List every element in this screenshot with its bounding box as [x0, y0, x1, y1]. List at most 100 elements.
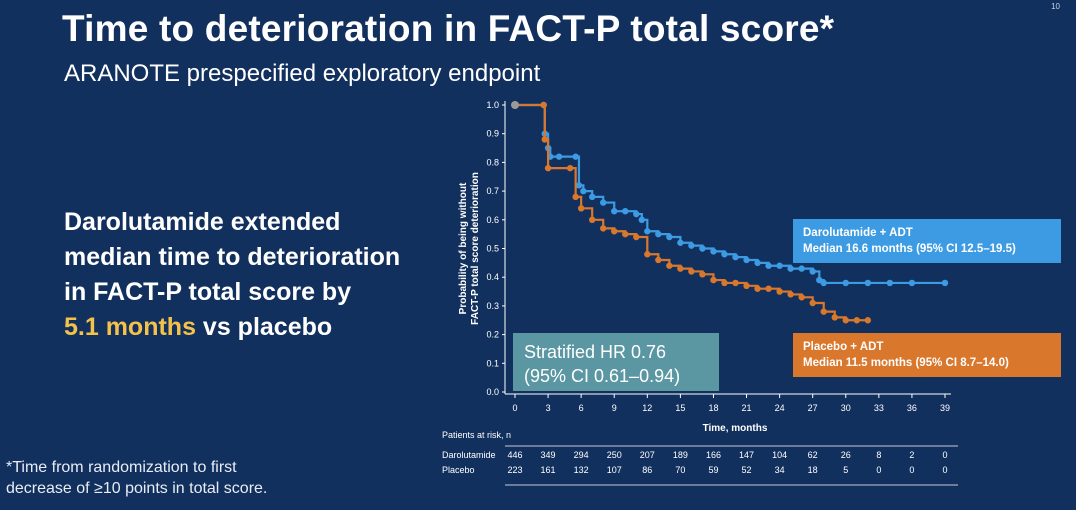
censor-mark-darolutamide	[842, 279, 849, 287]
legend-label-placebo: Placebo + ADT	[803, 341, 883, 353]
censor-mark-placebo	[853, 317, 860, 324]
censor-mark-placebo	[688, 268, 695, 275]
censor-mark-darolutamide	[699, 245, 706, 252]
takeaway-text: Darolutamide extended median time to det…	[64, 205, 400, 345]
footnote-line-1: *Time from randomization to first	[6, 459, 237, 476]
censor-mark-darolutamide	[754, 259, 761, 267]
y-tick-label: 0.9	[486, 129, 499, 139]
y-axis-label-line-2: FACT-P total score deterioration	[470, 172, 481, 325]
x-tick-label: 9	[612, 403, 617, 413]
x-tick-label: 21	[742, 403, 752, 413]
risk-table-cell: 104	[772, 450, 787, 460]
censor-mark-placebo	[677, 265, 684, 272]
takeaway-highlight: 5.1 months	[64, 313, 196, 341]
risk-table-cell: 207	[640, 450, 655, 460]
risk-table-cell: 2	[909, 450, 914, 460]
censor-mark-placebo	[721, 279, 728, 287]
y-tick-label: 0.5	[486, 244, 499, 254]
risk-table-cell: 0	[876, 465, 881, 475]
x-tick-label: 33	[874, 403, 884, 413]
censor-mark-placebo	[577, 205, 585, 212]
censor-mark-darolutamide	[809, 268, 816, 275]
risk-table-cell: 62	[808, 450, 818, 460]
censor-mark-darolutamide	[688, 242, 695, 249]
x-tick-label: 36	[907, 403, 917, 413]
y-tick-label: 0.0	[486, 387, 499, 397]
censor-mark-darolutamide	[941, 279, 949, 287]
y-tick-label: 0.1	[486, 358, 499, 368]
y-tick-label: 1.0	[486, 100, 499, 110]
x-tick-label: 12	[642, 403, 652, 413]
censor-mark-darolutamide	[776, 262, 783, 269]
censor-mark-darolutamide	[743, 256, 750, 264]
legend-box-placebo	[793, 333, 1061, 377]
censor-mark-darolutamide	[555, 153, 563, 160]
censor-mark-placebo	[622, 230, 629, 238]
risk-table-row-label: Darolutamide	[442, 450, 496, 460]
risk-table-title: Patients at risk, n	[442, 430, 511, 440]
censor-mark-placebo	[566, 164, 574, 172]
censor-mark-placebo	[666, 262, 673, 269]
censor-mark-placebo	[633, 233, 640, 241]
censor-mark-darolutamide	[600, 199, 607, 206]
risk-table-cell: 132	[574, 465, 589, 475]
censor-mark-placebo	[600, 225, 607, 232]
x-axis-label: Time, months	[703, 423, 768, 434]
takeaway-line-3: in FACT-P total score by	[64, 278, 352, 306]
censor-mark-darolutamide	[787, 265, 794, 272]
hr-annotation-line-1: Stratified HR 0.76	[524, 342, 666, 362]
censor-mark-placebo	[544, 164, 552, 172]
page-number: 10	[1051, 2, 1060, 11]
hr-annotation-line-2: (95% CI 0.61–0.94)	[524, 366, 680, 386]
legend-median-placebo: Median 11.5 months (95% CI 8.7–14.0)	[803, 357, 1009, 369]
risk-table-cell: 223	[507, 465, 522, 475]
risk-table-cell: 52	[742, 465, 752, 475]
censor-mark-placebo	[732, 279, 739, 287]
x-tick-label: 39	[940, 403, 950, 413]
censor-mark-darolutamide	[864, 279, 872, 287]
risk-table-cell: 8	[876, 450, 881, 460]
censor-mark-placebo	[644, 251, 651, 258]
x-tick-label: 3	[546, 403, 551, 413]
censor-mark-placebo	[710, 276, 717, 284]
censor-mark-placebo	[787, 291, 794, 298]
censor-mark-placebo	[611, 228, 618, 235]
risk-table-cell: 166	[706, 450, 721, 460]
censor-mark-darolutamide	[588, 193, 596, 201]
footnote: *Time from randomization to first decrea…	[6, 457, 267, 499]
slide-title: Time to deterioration in FACT-P total sc…	[62, 8, 835, 49]
risk-table-cell: 0	[909, 465, 914, 475]
censor-mark-placebo	[540, 101, 547, 109]
x-tick-label: 15	[675, 403, 685, 413]
risk-table-cell: 107	[607, 465, 622, 475]
x-tick-label: 18	[708, 403, 718, 413]
censor-mark-placebo	[798, 294, 805, 301]
censor-mark-placebo	[820, 308, 827, 315]
censor-mark-darolutamide	[633, 210, 640, 218]
y-tick-label: 0.7	[486, 186, 499, 196]
risk-table-cell: 59	[708, 465, 718, 475]
series-line-placebo	[515, 103, 868, 322]
slide-subtitle: ARANOTE prespecified exploratory endpoin…	[64, 60, 541, 87]
y-tick-label: 0.6	[486, 215, 499, 225]
censor-mark-darolutamide	[798, 265, 805, 272]
takeaway-line-4: 5.1 months vs placebo	[64, 310, 400, 345]
takeaway-line-2: median time to deterioration	[64, 243, 401, 271]
risk-table-cell: 294	[574, 450, 589, 460]
y-tick-label: 0.8	[486, 157, 499, 167]
censor-mark-placebo	[572, 193, 579, 201]
censor-mark-placebo	[655, 256, 662, 264]
censor-mark-placebo	[864, 317, 872, 324]
takeaway-line-1: Darolutamide extended	[64, 208, 341, 236]
censor-mark-placebo	[765, 285, 772, 292]
risk-table-cell: 147	[739, 450, 754, 460]
censor-mark-darolutamide	[638, 216, 645, 223]
censor-mark-placebo	[809, 299, 816, 307]
risk-table-cell: 5	[843, 465, 848, 475]
x-tick-label: 30	[841, 403, 851, 413]
hr-annotation-box	[513, 333, 719, 391]
censor-mark-darolutamide	[908, 279, 916, 287]
legend-label-darolutamide: Darolutamide + ADT	[803, 227, 913, 239]
risk-table-cell: 34	[775, 465, 785, 475]
